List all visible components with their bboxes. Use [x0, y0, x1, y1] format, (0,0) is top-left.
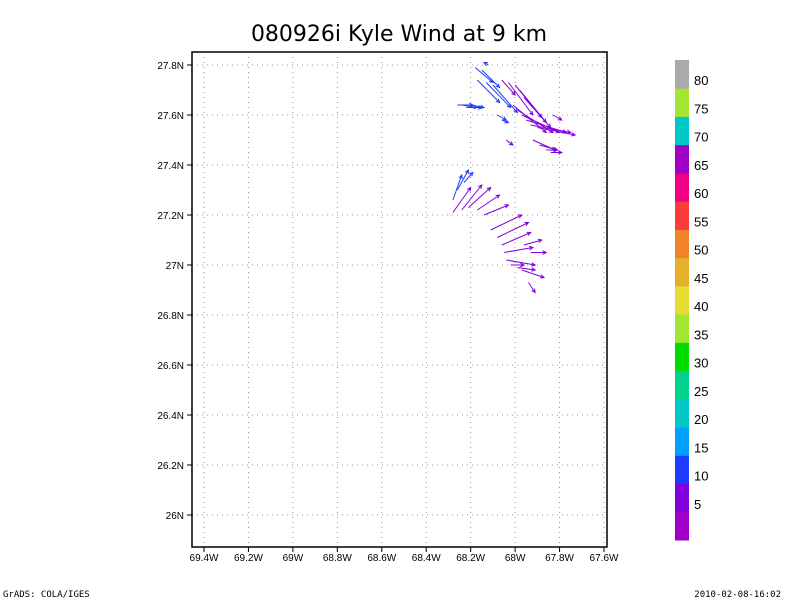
x-tick-label: 68.6W [367, 553, 396, 564]
wind-vector [517, 267, 537, 272]
colorbar-swatch [675, 201, 689, 230]
colorbar-label: 10 [694, 469, 708, 484]
colorbar-swatch [675, 511, 689, 541]
grid-lines [192, 52, 607, 547]
x-tick-label: 68W [505, 553, 526, 564]
wind-vectors [452, 61, 577, 294]
x-tick-label: 68.4W [412, 553, 441, 564]
colorbar-swatch [675, 60, 689, 89]
colorbar-label: 60 [694, 186, 708, 201]
wind-vector [492, 84, 519, 114]
colorbar-label: 35 [694, 327, 708, 342]
wind-vector [477, 194, 501, 211]
colorbar-swatch [675, 257, 689, 287]
wind-vector [546, 147, 559, 153]
colorbar-swatch [675, 370, 689, 400]
wind-vector [483, 204, 510, 216]
wind-vector [521, 114, 561, 134]
wind-vector [530, 250, 548, 255]
wind-vector [452, 173, 463, 201]
y-tick-label: 26N [166, 511, 184, 522]
colorbar-label: 70 [694, 130, 708, 145]
x-tick-label: 67.8W [545, 553, 574, 564]
wind-vector [501, 79, 516, 96]
colorbar: 5 10 15 20 25 30 35 40 45 50 55 60 65 70 75 80 [675, 60, 708, 541]
colorbar-label: 80 [694, 73, 708, 88]
wind-vector [463, 171, 474, 183]
colorbar-swatch [675, 285, 689, 315]
colorbar-label: 20 [694, 412, 708, 427]
wind-vector [481, 69, 501, 89]
wind-vector [537, 127, 577, 137]
y-tick-label: 27.8N [157, 61, 184, 72]
colorbar-label: 30 [694, 356, 708, 371]
colorbar-swatch [675, 172, 689, 202]
y-tick-label: 27.2N [157, 211, 184, 222]
wind-vector [468, 186, 492, 208]
colorbar-swatch [675, 455, 689, 485]
colorbar-swatch [675, 229, 689, 259]
wind-vector [503, 245, 535, 253]
colorbar-label: 15 [694, 440, 708, 455]
x-tick-label: 67.6W [590, 553, 619, 564]
wind-vector [508, 82, 534, 116]
y-axis-ticks: 26N 26.2N 26.4N 26.6N 26.8N 27N 27.2N 27.4N 27.6… [157, 61, 192, 522]
wind-vector [482, 61, 489, 67]
colorbar-label: 5 [694, 497, 701, 512]
colorbar-swatch [675, 427, 689, 456]
wind-vector [485, 82, 512, 109]
wind-vector [528, 282, 536, 294]
chart-title: 080926i Kyle Wind at 9 km [251, 22, 547, 47]
x-tick-label: 69.4W [190, 553, 219, 564]
x-tick-label: 68.2W [456, 553, 485, 564]
colorbar-label: 50 [694, 243, 708, 258]
x-axis-ticks: 69.4W 69.2W 69W 68.8W 68.6W 68.4W 68.2W 68W 67.8… [190, 547, 619, 564]
colorbar-label: 75 [694, 101, 708, 116]
colorbar-swatch [675, 398, 689, 428]
plot-frame [191, 51, 608, 548]
wind-vector [452, 186, 472, 213]
y-tick-label: 26.4N [157, 411, 184, 422]
footer-right: 2010-02-08-16:02 [694, 590, 781, 600]
wind-vector [461, 184, 483, 211]
wind-vector [490, 214, 523, 231]
wind-vector [456, 168, 470, 191]
x-tick-label: 69.2W [234, 553, 263, 564]
y-tick-label: 26.2N [157, 461, 184, 472]
wind-vector [497, 114, 508, 121]
colorbar-swatch [675, 88, 689, 117]
x-tick-label: 69W [283, 553, 304, 564]
colorbar-swatch [675, 342, 689, 372]
colorbar-swatch [675, 116, 689, 146]
y-tick-label: 26.8N [157, 311, 184, 322]
wind-vector [510, 262, 526, 268]
colorbar-swatch [675, 314, 689, 343]
wind-vector [497, 221, 530, 238]
y-tick-label: 27N [166, 261, 184, 272]
colorbar-label: 25 [694, 384, 708, 399]
colorbar-swatch [675, 483, 689, 513]
footer-left: GrADS: COLA/IGES [3, 590, 90, 600]
y-tick-label: 26.6N [157, 361, 184, 372]
colorbar-label: 55 [694, 214, 708, 229]
y-tick-label: 27.6N [157, 111, 184, 122]
wind-vector [501, 231, 532, 246]
colorbar-label: 65 [694, 158, 708, 173]
wind-vector [552, 114, 563, 121]
colorbar-swatch [675, 144, 689, 174]
wind-vector [523, 238, 543, 246]
colorbar-label: 45 [694, 271, 708, 286]
wind-vector [550, 150, 563, 155]
wind-vector [505, 139, 514, 146]
wind-vector [470, 104, 486, 110]
wind-vector [521, 269, 546, 279]
x-tick-label: 68.8W [323, 553, 352, 564]
wind-vector [501, 119, 510, 124]
wind-vector [476, 79, 501, 104]
wind-vector [506, 259, 537, 267]
colorbar-label: 40 [694, 299, 708, 314]
y-tick-label: 27.4N [157, 161, 184, 172]
